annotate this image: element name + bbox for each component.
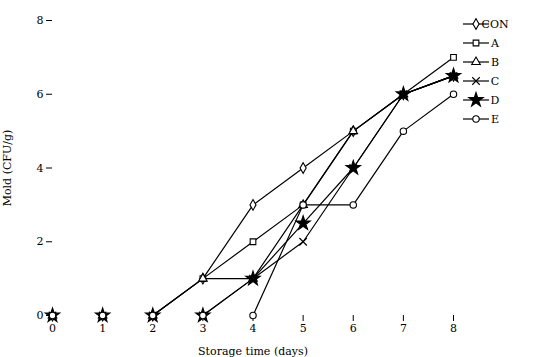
svg-text:8: 8 xyxy=(37,14,44,27)
svg-text:Mold (CFU/g): Mold (CFU/g) xyxy=(1,130,14,207)
svg-text:7: 7 xyxy=(400,322,407,335)
svg-text:6: 6 xyxy=(37,88,44,101)
svg-text:B: B xyxy=(491,56,499,69)
svg-text:3: 3 xyxy=(199,322,206,335)
svg-text:2: 2 xyxy=(37,235,44,248)
svg-text:6: 6 xyxy=(350,322,357,335)
svg-text:2: 2 xyxy=(149,322,156,335)
svg-text:CON: CON xyxy=(481,18,508,31)
svg-text:D: D xyxy=(491,94,500,107)
svg-text:0: 0 xyxy=(37,309,44,322)
svg-text:1: 1 xyxy=(99,322,106,335)
svg-text:C: C xyxy=(491,75,499,88)
svg-text:Storage time (days): Storage time (days) xyxy=(198,345,308,357)
svg-text:4: 4 xyxy=(37,162,44,175)
svg-text:8: 8 xyxy=(450,322,457,335)
svg-text:A: A xyxy=(490,37,500,50)
svg-text:E: E xyxy=(491,113,499,126)
svg-text:0: 0 xyxy=(49,322,56,335)
svg-text:4: 4 xyxy=(250,322,257,335)
svg-text:5: 5 xyxy=(300,322,307,335)
